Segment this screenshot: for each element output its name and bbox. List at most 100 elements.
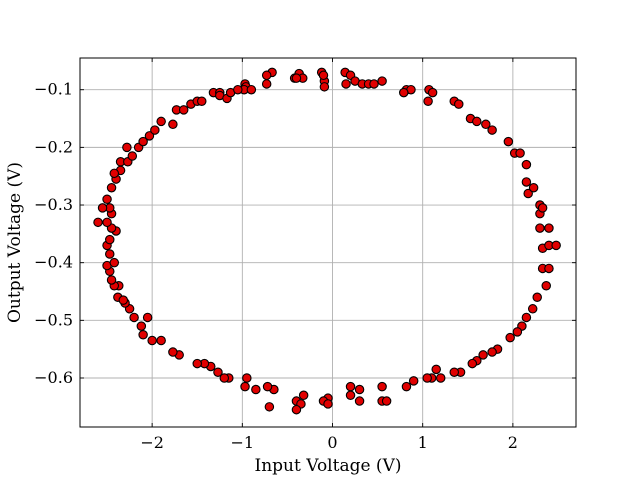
data-point [262,381,273,392]
gridlines [80,58,576,427]
data-point [423,96,433,106]
data-point [401,381,412,392]
data-point [354,396,365,406]
data-point [142,312,153,323]
data-point [298,390,309,401]
data-point [136,321,147,331]
data-point [472,116,482,127]
data-point [399,87,409,98]
data-point [487,125,497,135]
data-point [435,373,446,383]
data-point [408,376,419,386]
data-point [503,136,514,147]
y-tick-label: −0.4 [34,253,73,272]
data-point [168,119,178,130]
data-point [109,257,120,268]
data-point [168,347,178,357]
data-point [109,168,120,179]
data-point [102,194,112,205]
data-point [521,159,532,170]
data-point [521,312,532,323]
data-point [523,188,533,199]
data-point [431,364,441,375]
data-point [233,84,243,95]
data-point [381,396,392,406]
data-point [261,79,272,89]
data-point [97,203,108,213]
data-point [144,131,155,141]
data-point [454,99,464,109]
x-tick-label: −2 [140,433,164,452]
y-tick-label: −0.1 [34,80,73,99]
y-axis: −0.1 −0.2 −0.3 −0.4 −0.5 −0.6 [34,80,576,387]
data-point [449,367,460,377]
y-tick-label: −0.5 [34,310,73,329]
data-point [156,116,166,127]
data-point [369,79,379,89]
data-point [106,275,117,285]
x-tick-label: 0 [327,433,337,452]
y-tick-label: −0.2 [34,137,73,156]
data-point [178,105,189,115]
data-point [481,119,491,130]
data-point [551,240,561,251]
data-point [129,312,139,323]
data-point [535,223,545,233]
x-axis-title: Input Voltage (V) [255,456,402,476]
data-point [261,70,272,81]
data-point [354,384,365,395]
data-point [196,96,207,106]
data-point [377,381,387,392]
data-point [122,142,132,153]
data-point [427,87,438,98]
x-tick-label: 1 [418,433,428,452]
data-point [467,358,478,369]
y-tick-label: −0.3 [34,195,73,214]
data-point [105,249,115,259]
data-point [138,329,148,340]
data-point [150,125,160,135]
data-point [213,367,223,377]
data-point [240,381,250,392]
data-points [93,67,561,415]
x-tick-label: 2 [508,433,518,452]
data-point [318,70,329,81]
data-point [106,182,117,193]
data-point [291,404,302,415]
data-point [512,327,523,337]
data-point [147,335,157,346]
data-point [319,82,330,92]
data-point [505,332,515,343]
data-point [345,381,356,392]
data-point [541,280,551,291]
data-point [532,292,542,303]
data-point [537,203,548,213]
data-point [93,217,103,228]
y-tick-label: −0.6 [34,368,73,387]
data-point [105,234,115,245]
data-point [528,182,539,193]
data-point [242,373,252,383]
data-point [219,373,230,383]
data-point [527,304,538,314]
data-point [192,358,202,369]
y-axis-title: Output Voltage (V) [5,162,25,323]
data-point [251,384,261,395]
data-point [156,335,166,346]
data-point [377,76,387,86]
data-point [291,73,302,83]
data-point [487,347,497,357]
data-point [138,136,148,147]
data-point [544,263,554,274]
data-point [341,79,351,89]
data-point [246,84,257,95]
data-point [478,350,488,360]
data-point [102,217,112,228]
data-point [127,151,138,161]
plot-frame [79,57,577,428]
data-point [118,295,129,305]
x-axis: −2 −1 0 1 2 [140,58,518,452]
data-point [422,373,432,383]
data-point [323,399,333,409]
